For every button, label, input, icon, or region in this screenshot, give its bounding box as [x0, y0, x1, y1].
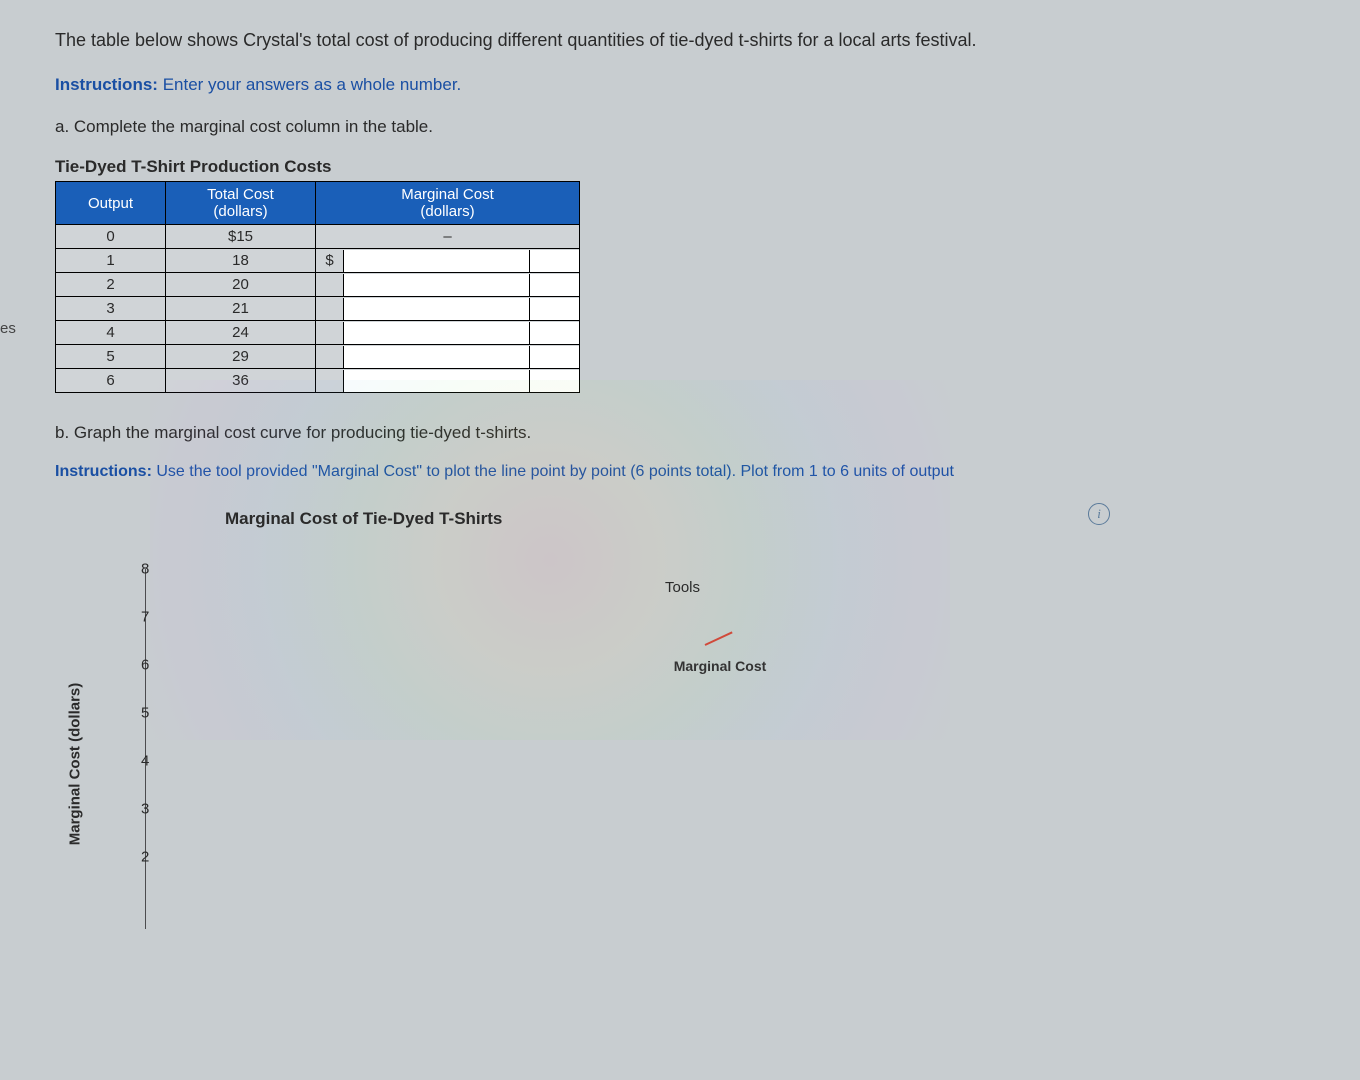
cell-output: 4	[56, 321, 166, 345]
cell-output: 1	[56, 249, 166, 273]
part-b-text: b. Graph the marginal cost curve for pro…	[55, 423, 1360, 443]
cell-output: 2	[56, 273, 166, 297]
mc-prefix	[316, 322, 344, 344]
instructions-label: Instructions:	[55, 75, 158, 94]
table-row: 424	[56, 321, 580, 345]
instructions-a-body: Enter your answers as a whole number.	[163, 75, 462, 94]
mc-prefix	[316, 298, 344, 320]
mc-input[interactable]	[344, 322, 529, 344]
cell-marginal-cost[interactable]	[316, 297, 580, 321]
table-title: Tie-Dyed T-Shirt Production Costs	[55, 157, 1360, 177]
mc-input[interactable]	[344, 298, 529, 320]
mc-blank	[529, 322, 579, 344]
cell-output: 3	[56, 297, 166, 321]
mc-blank	[529, 346, 579, 368]
cell-total-cost: 29	[166, 345, 316, 369]
th-marginal-cost: Marginal Cost (dollars)	[316, 182, 580, 225]
cell-output: 6	[56, 369, 166, 393]
chart-block: i Marginal Cost of Tie-Dyed T-Shirts Mar…	[95, 509, 1360, 959]
mc-input[interactable]	[344, 346, 529, 368]
cell-total-cost: 20	[166, 273, 316, 297]
mc-prefix	[316, 346, 344, 368]
y-axis-label: Marginal Cost (dollars)	[67, 683, 84, 846]
th-output: Output	[56, 182, 166, 225]
cell-marginal-cost[interactable]: $	[316, 249, 580, 273]
table-row: 220	[56, 273, 580, 297]
cell-marginal-cost[interactable]	[316, 369, 580, 393]
instructions-a: Instructions: Enter your answers as a wh…	[55, 75, 1360, 95]
cell-output: 0	[56, 225, 166, 249]
mc-prefix	[316, 274, 344, 296]
cell-output: 5	[56, 345, 166, 369]
mc-input[interactable]	[344, 250, 529, 272]
tools-title: Tools	[665, 579, 775, 596]
table-row: 529	[56, 345, 580, 369]
instructions-b-label: Instructions:	[55, 463, 152, 480]
cell-marginal-cost[interactable]	[316, 273, 580, 297]
th-total-cost: Total Cost (dollars)	[166, 182, 316, 225]
chart-title: Marginal Cost of Tie-Dyed T-Shirts	[225, 509, 1360, 529]
cost-table: Output Total Cost (dollars) Marginal Cos…	[55, 181, 580, 393]
chart-axes	[145, 569, 565, 949]
mc-input[interactable]	[344, 370, 529, 392]
table-row: 118$	[56, 249, 580, 273]
cell-total-cost: 36	[166, 369, 316, 393]
info-icon[interactable]: i	[1088, 503, 1110, 525]
mc-prefix	[316, 370, 344, 392]
cell-marginal-cost[interactable]	[316, 321, 580, 345]
cell-marginal-cost[interactable]	[316, 345, 580, 369]
mc-prefix: $	[316, 250, 344, 272]
mc-input[interactable]	[344, 274, 529, 296]
intro-text: The table below shows Crystal's total co…	[55, 30, 1360, 51]
mc-blank	[529, 298, 579, 320]
cell-total-cost: 21	[166, 297, 316, 321]
part-a-text: a. Complete the marginal cost column in …	[55, 117, 1360, 137]
mc-blank	[529, 274, 579, 296]
instructions-b-body: Use the tool provided "Marginal Cost" to…	[156, 463, 954, 480]
mc-blank	[529, 250, 579, 272]
table-row: 321	[56, 297, 580, 321]
line-tool-icon	[703, 626, 737, 650]
sidebar-fragment: es	[0, 320, 18, 350]
tool-label: Marginal Cost	[674, 658, 767, 674]
cell-total-cost: 24	[166, 321, 316, 345]
table-row: 636	[56, 369, 580, 393]
cell-total-cost: 18	[166, 249, 316, 273]
tools-panel: Tools Marginal Cost	[665, 579, 775, 674]
mc-blank	[529, 370, 579, 392]
table-row: 0$15–	[56, 225, 580, 249]
chart-area[interactable]: Marginal Cost (dollars) 8765432	[95, 569, 565, 959]
cell-marginal-cost: –	[316, 225, 580, 249]
tool-marginal-cost[interactable]: Marginal Cost	[665, 626, 775, 674]
cell-total-cost: $15	[166, 225, 316, 249]
instructions-b: Instructions: Use the tool provided "Mar…	[55, 463, 1360, 481]
